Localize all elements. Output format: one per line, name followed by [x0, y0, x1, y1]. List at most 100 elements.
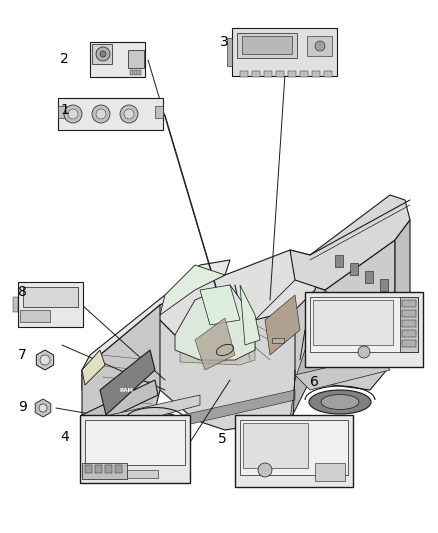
Text: 3: 3 — [220, 35, 229, 49]
Text: 6: 6 — [310, 375, 319, 389]
Text: 1: 1 — [60, 103, 69, 117]
Text: 9: 9 — [18, 400, 27, 414]
Polygon shape — [195, 318, 235, 370]
Polygon shape — [290, 195, 410, 290]
Text: 4: 4 — [60, 430, 69, 444]
Bar — [402, 310, 416, 317]
Bar — [252, 71, 260, 77]
Polygon shape — [155, 250, 320, 335]
Bar — [390, 320, 405, 350]
Bar — [312, 71, 320, 77]
Polygon shape — [290, 290, 410, 420]
Ellipse shape — [140, 416, 170, 428]
Text: 7: 7 — [18, 348, 27, 362]
Bar — [80, 415, 190, 483]
Bar — [272, 338, 284, 343]
Bar — [88, 470, 158, 478]
Circle shape — [68, 109, 78, 119]
Bar — [237, 33, 297, 58]
Bar — [300, 71, 308, 77]
Circle shape — [124, 109, 134, 119]
Ellipse shape — [129, 412, 181, 432]
Polygon shape — [82, 350, 105, 385]
Bar — [134, 70, 137, 75]
Polygon shape — [82, 380, 158, 430]
Bar — [110, 415, 140, 427]
Bar — [350, 263, 358, 275]
Text: RAM: RAM — [120, 387, 134, 392]
Circle shape — [96, 109, 106, 119]
Polygon shape — [100, 350, 155, 415]
Text: 8: 8 — [18, 285, 27, 299]
Text: 2: 2 — [60, 52, 69, 66]
Polygon shape — [175, 285, 255, 360]
Bar — [105, 465, 112, 473]
Bar — [20, 310, 50, 322]
Polygon shape — [295, 240, 395, 390]
Bar — [85, 465, 92, 473]
Bar — [335, 255, 343, 267]
Bar — [235, 415, 353, 487]
Bar — [58, 98, 163, 130]
Bar — [82, 463, 127, 479]
Ellipse shape — [321, 394, 359, 409]
Polygon shape — [295, 355, 390, 390]
Bar — [324, 71, 332, 77]
Bar — [402, 340, 416, 347]
Circle shape — [315, 41, 325, 51]
Bar — [305, 292, 423, 367]
Bar — [264, 71, 272, 77]
Bar — [92, 44, 112, 64]
Bar — [240, 71, 248, 77]
Bar — [400, 297, 418, 352]
Bar — [115, 465, 122, 473]
Bar — [95, 465, 102, 473]
Bar — [58, 106, 66, 118]
Circle shape — [64, 105, 82, 123]
Polygon shape — [82, 260, 230, 370]
Bar — [90, 42, 145, 77]
Bar — [85, 420, 185, 465]
Bar — [155, 106, 163, 118]
Circle shape — [358, 346, 370, 358]
Bar — [402, 300, 416, 307]
Bar — [18, 282, 83, 327]
Bar — [313, 300, 393, 345]
Circle shape — [258, 463, 272, 477]
Polygon shape — [180, 300, 255, 365]
Bar — [402, 320, 416, 327]
Polygon shape — [160, 265, 225, 315]
Ellipse shape — [309, 390, 371, 414]
Bar — [315, 463, 345, 481]
Circle shape — [92, 105, 110, 123]
Bar — [23, 287, 78, 307]
Polygon shape — [82, 280, 325, 430]
Polygon shape — [82, 305, 160, 430]
Circle shape — [39, 404, 47, 412]
Bar — [402, 330, 416, 337]
Bar — [365, 271, 373, 283]
Polygon shape — [200, 285, 240, 325]
Bar — [130, 70, 133, 75]
Polygon shape — [240, 285, 260, 345]
Bar — [243, 423, 308, 468]
Polygon shape — [265, 295, 300, 355]
Circle shape — [96, 47, 110, 61]
Bar — [242, 36, 292, 54]
Bar — [380, 279, 388, 291]
Polygon shape — [395, 220, 410, 360]
Text: 5: 5 — [218, 432, 227, 446]
Circle shape — [100, 51, 106, 57]
Bar — [310, 297, 418, 352]
Polygon shape — [160, 390, 295, 430]
Bar — [307, 36, 332, 56]
Bar — [128, 50, 144, 68]
Bar — [240, 420, 348, 475]
Bar — [288, 71, 296, 77]
Bar — [227, 38, 232, 66]
Bar — [232, 28, 337, 76]
Bar — [138, 70, 141, 75]
Bar — [13, 297, 18, 312]
Polygon shape — [110, 395, 200, 428]
Bar — [276, 71, 284, 77]
